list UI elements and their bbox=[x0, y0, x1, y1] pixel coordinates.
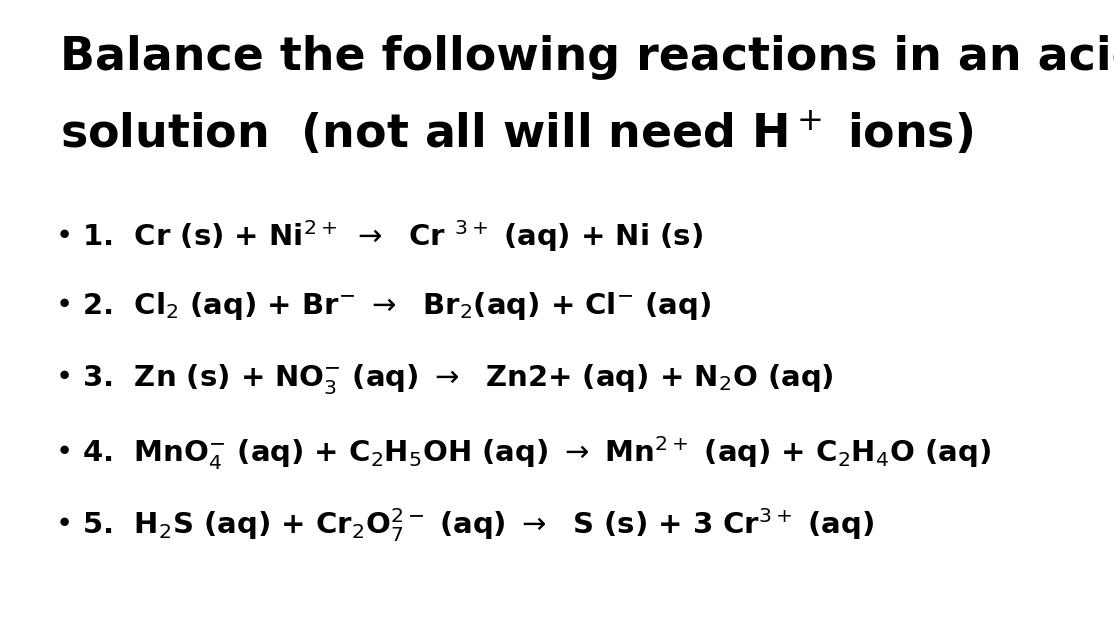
Text: Balance the following reactions in an acidic: Balance the following reactions in an ac… bbox=[60, 35, 1114, 80]
Text: • 4.  MnO$_4^{-}$ (aq) + C$_2$H$_5$OH (aq) $\rightarrow$ Mn$^{2+}$ (aq) + C$_2$H: • 4. MnO$_4^{-}$ (aq) + C$_2$H$_5$OH (aq… bbox=[55, 434, 991, 472]
Text: solution  (not all will need H$^+$ ions): solution (not all will need H$^+$ ions) bbox=[60, 110, 974, 158]
Text: • 5.  H$_2$S (aq) + Cr$_2$O$_7^{2-}$ (aq) $\rightarrow$  S (s) + 3 Cr$^{3+}$ (aq: • 5. H$_2$S (aq) + Cr$_2$O$_7^{2-}$ (aq)… bbox=[55, 506, 874, 544]
Text: • 2.  Cl$_2$ (aq) + Br$^{-}$ $\rightarrow$  Br$_2$(aq) + Cl$^{-}$ (aq): • 2. Cl$_2$ (aq) + Br$^{-}$ $\rightarrow… bbox=[55, 290, 711, 322]
Text: • 1.  Cr (s) + Ni$^{2+}$ $\rightarrow$  Cr $^{3+}$ (aq) + Ni (s): • 1. Cr (s) + Ni$^{2+}$ $\rightarrow$ Cr… bbox=[55, 218, 703, 254]
Text: • 3.  Zn (s) + NO$_3^{-}$ (aq) $\rightarrow$  Zn2+ (aq) + N$_2$O (aq): • 3. Zn (s) + NO$_3^{-}$ (aq) $\rightarr… bbox=[55, 362, 833, 396]
